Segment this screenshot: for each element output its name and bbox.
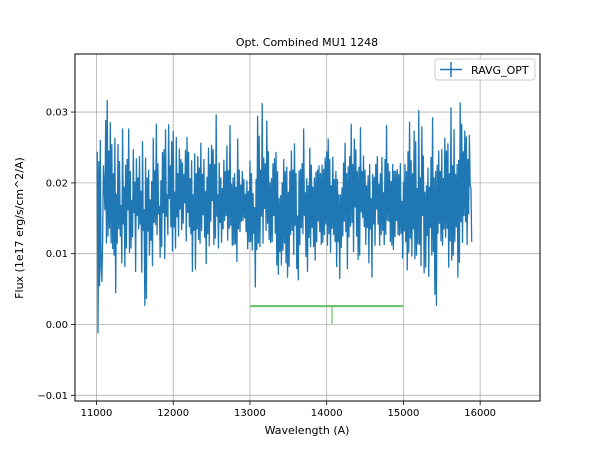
series-rawg-opt <box>96 100 473 334</box>
plot-frame <box>74 53 541 402</box>
x-tick-label-2: 13000 <box>234 408 266 419</box>
x-tick-label-5: 16000 <box>464 408 496 419</box>
series-rawg-opt-line <box>96 100 473 334</box>
x-tick-label-1: 12000 <box>157 408 189 419</box>
y-tick-label-4: 0.03 <box>46 108 68 119</box>
series-layer <box>96 100 473 334</box>
y-tick-label-2: 0.01 <box>46 249 68 260</box>
x-axis: 11000 12000 13000 14000 15000 16000 <box>81 401 496 419</box>
legend-box <box>434 58 536 81</box>
legend-label-rawg-opt: RAVG_OPT <box>471 64 529 77</box>
legend: RAVG_OPT <box>434 58 536 81</box>
y-axis: −0.01 0.00 0.01 0.02 0.03 <box>37 108 75 402</box>
y-tick-label-0: −0.01 <box>37 391 68 402</box>
x-tick-label-4: 15000 <box>388 408 420 419</box>
y-tick-label-3: 0.02 <box>46 178 68 189</box>
y-tick-label-1: 0.00 <box>46 320 68 331</box>
x-axis-label: Wavelength (A) <box>265 424 350 437</box>
chart-title: Opt. Combined MU1 1248 <box>236 36 378 49</box>
y-axis-label: Flux (1e17 erg/s/cm^2/A) <box>13 157 26 299</box>
x-tick-label-3: 14000 <box>311 408 343 419</box>
x-tick-label-0: 11000 <box>81 408 113 419</box>
